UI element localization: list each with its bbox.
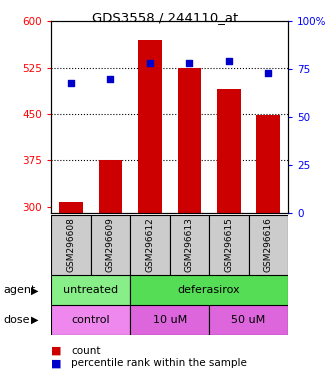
Text: ■: ■ bbox=[51, 358, 62, 368]
Text: count: count bbox=[71, 346, 101, 356]
Bar bbox=[99, 161, 122, 384]
Bar bbox=[217, 89, 241, 384]
Text: ▶: ▶ bbox=[31, 315, 38, 325]
Text: GSM296612: GSM296612 bbox=[145, 217, 155, 272]
Bar bbox=[51, 305, 130, 335]
Text: control: control bbox=[71, 315, 110, 325]
Bar bbox=[130, 275, 288, 305]
Text: dose: dose bbox=[3, 315, 30, 325]
Bar bbox=[130, 215, 169, 275]
Bar bbox=[169, 215, 209, 275]
Bar bbox=[257, 115, 280, 384]
Text: untreated: untreated bbox=[63, 285, 118, 295]
Text: 50 uM: 50 uM bbox=[231, 315, 266, 325]
Bar bbox=[249, 215, 288, 275]
Text: deferasirox: deferasirox bbox=[178, 285, 240, 295]
Point bbox=[265, 70, 271, 76]
Text: agent: agent bbox=[3, 285, 36, 295]
Text: GSM296609: GSM296609 bbox=[106, 217, 115, 272]
Text: GSM296616: GSM296616 bbox=[264, 217, 273, 272]
Bar bbox=[59, 202, 83, 384]
Text: 10 uM: 10 uM bbox=[153, 315, 187, 325]
Text: ■: ■ bbox=[51, 346, 62, 356]
Bar bbox=[209, 305, 288, 335]
Bar bbox=[138, 40, 162, 384]
Bar bbox=[130, 305, 209, 335]
Text: GSM296613: GSM296613 bbox=[185, 217, 194, 272]
Bar bbox=[177, 68, 201, 384]
Point bbox=[69, 79, 74, 86]
Bar bbox=[209, 215, 249, 275]
Text: GDS3558 / 244110_at: GDS3558 / 244110_at bbox=[92, 12, 239, 25]
Bar bbox=[51, 275, 130, 305]
Point bbox=[187, 60, 192, 66]
Bar bbox=[91, 215, 130, 275]
Text: percentile rank within the sample: percentile rank within the sample bbox=[71, 358, 247, 368]
Text: ▶: ▶ bbox=[31, 285, 38, 295]
Point bbox=[108, 76, 113, 82]
Point bbox=[147, 60, 153, 66]
Text: GSM296615: GSM296615 bbox=[224, 217, 233, 272]
Point bbox=[226, 58, 231, 65]
Bar bbox=[51, 215, 91, 275]
Text: GSM296608: GSM296608 bbox=[67, 217, 75, 272]
